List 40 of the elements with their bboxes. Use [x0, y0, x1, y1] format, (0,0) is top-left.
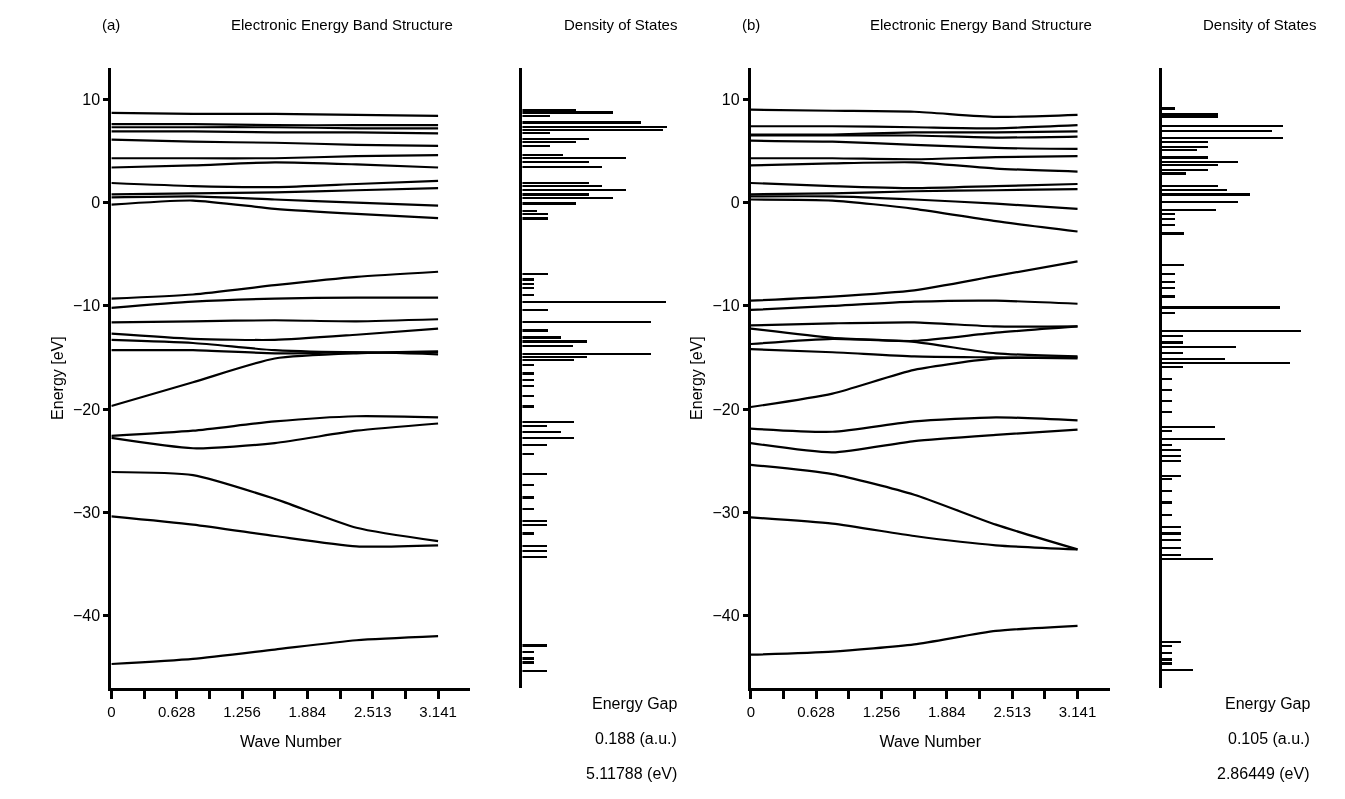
y-tick-label: 0	[91, 194, 101, 212]
x-tick-label: 0	[746, 702, 755, 720]
text: 5.11788 (eV)	[586, 765, 678, 782]
text: (a)	[102, 16, 121, 33]
y-axis-title: Energy [eV]	[688, 336, 706, 420]
y-tick-label: 0	[730, 194, 740, 212]
x-tick-label: 1.256	[223, 702, 261, 720]
x-tick-label: 1.256	[862, 702, 901, 720]
x-tick-label: 0.628	[797, 702, 835, 720]
y-tick-label: −30	[73, 503, 101, 521]
y-tick-label: −20	[73, 400, 101, 418]
x-axis-title: Wave Number	[879, 733, 982, 751]
x-tick-label: 2.513	[353, 702, 392, 720]
text: Energy Gap	[592, 695, 678, 712]
chart-title: Electronic Energy Band Structure	[231, 16, 453, 33]
x-axis-title: Wave Number	[239, 733, 343, 751]
text: Energy Gap	[1225, 695, 1311, 712]
y-tick-label: −10	[73, 297, 101, 315]
y-axis-title: Energy [eV]	[48, 336, 66, 420]
text: (b)	[742, 16, 761, 33]
chart-title: Density of States	[564, 16, 678, 33]
text: 0.105 (a.u.)	[1228, 730, 1310, 747]
y-tick-label: 10	[721, 90, 740, 108]
text: 0.188 (a.u.)	[595, 730, 677, 747]
x-tick-label: 0	[107, 702, 116, 720]
x-tick-label: 3.141	[1058, 702, 1097, 720]
text: 2.86449 (eV)	[1217, 765, 1310, 782]
y-tick-label: −30	[712, 503, 740, 521]
y-tick-label: −10	[712, 297, 740, 315]
x-tick-label: 1.884	[928, 702, 966, 720]
y-tick-label: −40	[712, 607, 740, 625]
x-tick-label: 2.513	[993, 702, 1031, 720]
x-tick-label: 1.884	[288, 702, 327, 720]
y-tick-label: −20	[712, 400, 740, 418]
x-tick-label: 0.628	[157, 702, 196, 720]
chart-title: Electronic Energy Band Structure	[870, 16, 1092, 33]
y-tick-label: 10	[82, 90, 101, 108]
x-tick-label: 3.141	[419, 702, 457, 720]
chart-title: Density of States	[1203, 16, 1317, 33]
y-tick-label: −40	[73, 607, 101, 625]
